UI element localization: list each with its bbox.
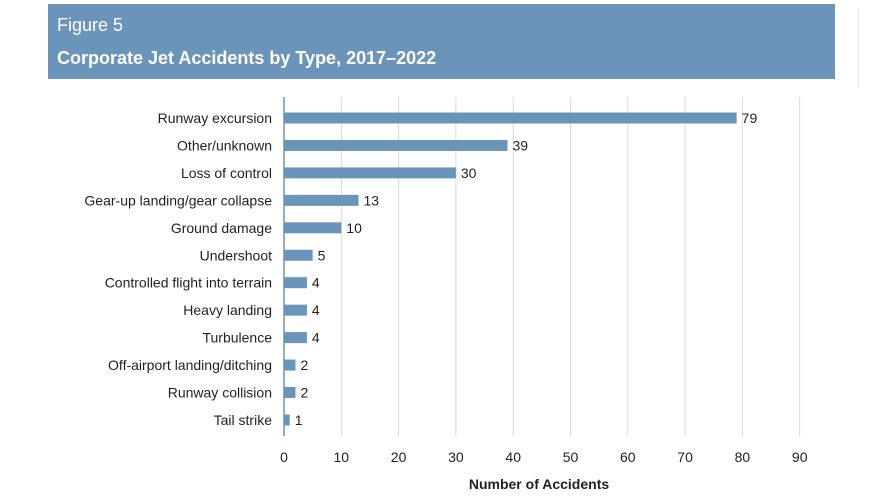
value-label: 4: [312, 275, 320, 291]
value-label: 4: [312, 330, 320, 346]
x-axis-label: Number of Accidents: [469, 476, 609, 492]
x-tick-label: 60: [620, 449, 636, 465]
category-label: Loss of control: [181, 165, 272, 181]
value-label: 39: [512, 137, 528, 153]
bar: [284, 387, 296, 398]
category-label: Other/unknown: [177, 137, 272, 153]
category-label: Runway collision: [168, 385, 272, 401]
x-tick-label: 10: [334, 449, 350, 465]
category-label: Runway excursion: [158, 110, 272, 126]
gridlines: [340, 97, 801, 436]
x-tick-label: 50: [563, 449, 579, 465]
x-tick-label: 40: [505, 449, 521, 465]
bar: [284, 249, 313, 261]
bar: [284, 222, 342, 234]
bar: [284, 414, 290, 426]
bar: [284, 167, 456, 179]
bar: [284, 139, 508, 151]
value-label: 13: [363, 192, 379, 208]
category-label: Undershoot: [200, 247, 272, 263]
value-label: 2: [300, 357, 308, 373]
category-label: Off-airport landing/ditching: [108, 357, 272, 373]
value-label: 2: [300, 385, 308, 401]
value-label: 4: [312, 302, 320, 318]
bar: [284, 194, 359, 206]
category-label: Gear-up landing/gear collapse: [84, 192, 272, 208]
value-label: 1: [295, 412, 303, 428]
x-tick-label: 0: [280, 449, 288, 465]
bars: [284, 112, 737, 426]
value-label: 5: [318, 247, 326, 263]
page-edge-divider: [858, 8, 859, 88]
bar: [284, 359, 296, 371]
value-label: 79: [742, 110, 758, 126]
bar: [284, 304, 307, 316]
category-label: Heavy landing: [183, 302, 272, 318]
x-tick-label: 70: [677, 449, 693, 465]
x-tick-label: 90: [792, 449, 808, 465]
figure-label: Figure 5: [57, 15, 124, 35]
x-tick-label: 20: [391, 449, 407, 465]
category-label: Controlled flight into terrain: [105, 275, 272, 291]
bar: [284, 332, 307, 344]
value-label: 10: [346, 220, 362, 236]
x-tick-label: 80: [735, 449, 751, 465]
bar: [284, 277, 307, 289]
x-tick-labels: 0 10 20 30 40 50 60 70 80 90: [280, 449, 808, 465]
value-label: 30: [461, 165, 477, 181]
category-label: Tail strike: [214, 412, 273, 428]
x-tick-label: 30: [448, 449, 464, 465]
figure-title: Corporate Jet Accidents by Type, 2017–20…: [57, 48, 437, 68]
bar: [284, 112, 737, 124]
category-label: Ground damage: [171, 220, 272, 236]
category-labels: Runway excursion Other/unknown Loss of con…: [84, 110, 272, 428]
figure-header: Figure 5 Corporate Jet Accidents by Type…: [48, 4, 835, 79]
category-label: Turbulence: [202, 330, 272, 346]
